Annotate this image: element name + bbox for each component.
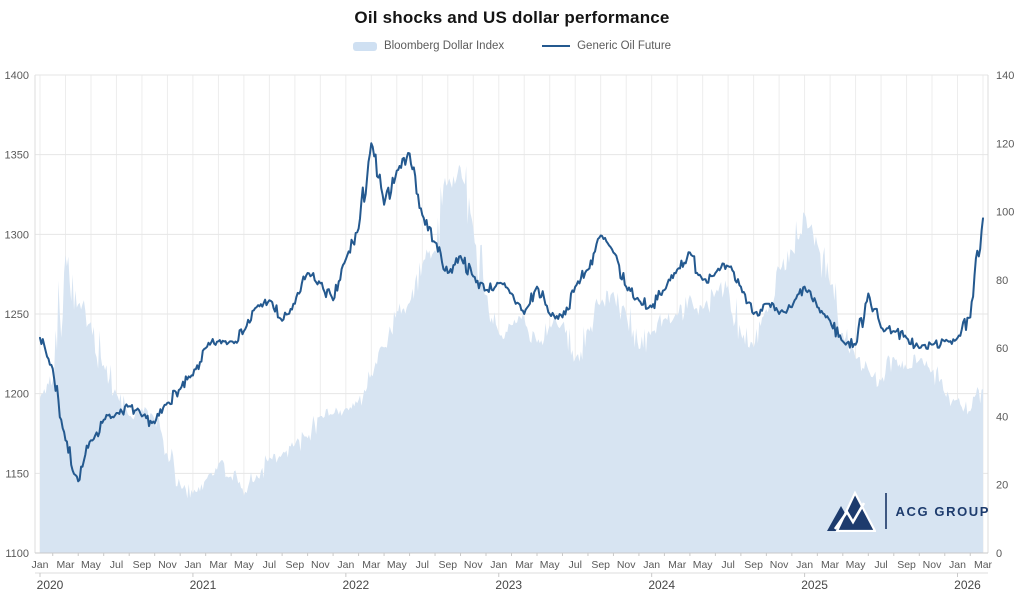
svg-text:2025: 2025 <box>801 578 828 592</box>
svg-text:Sep: Sep <box>591 559 610 571</box>
svg-text:Sep: Sep <box>133 559 152 571</box>
svg-text:May: May <box>540 559 561 571</box>
svg-text:Nov: Nov <box>311 559 330 571</box>
svg-text:1300: 1300 <box>5 229 29 241</box>
legend-label-oil-future: Generic Oil Future <box>577 40 672 52</box>
svg-text:Nov: Nov <box>770 559 789 571</box>
svg-text:1250: 1250 <box>5 309 29 321</box>
svg-text:140: 140 <box>996 70 1014 82</box>
svg-text:Nov: Nov <box>464 559 483 571</box>
svg-text:Nov: Nov <box>158 559 177 571</box>
brand-separator <box>885 493 887 529</box>
svg-text:May: May <box>81 559 102 571</box>
svg-text:Mar: Mar <box>668 559 687 571</box>
svg-text:Jan: Jan <box>949 559 966 571</box>
svg-text:Mar: Mar <box>974 559 993 571</box>
svg-text:Sep: Sep <box>897 559 916 571</box>
svg-text:Mar: Mar <box>362 559 381 571</box>
svg-text:Mar: Mar <box>56 559 75 571</box>
svg-text:Jul: Jul <box>416 559 429 571</box>
legend-label-dollar-index: Bloomberg Dollar Index <box>383 40 505 52</box>
svg-text:Mar: Mar <box>209 559 228 571</box>
svg-text:2023: 2023 <box>495 578 522 592</box>
svg-text:2022: 2022 <box>342 578 369 592</box>
svg-text:Jan: Jan <box>490 559 507 571</box>
svg-text:Sep: Sep <box>286 559 305 571</box>
svg-text:Jul: Jul <box>568 559 581 571</box>
svg-text:Jan: Jan <box>184 559 201 571</box>
svg-text:Sep: Sep <box>744 559 763 571</box>
svg-text:40: 40 <box>996 411 1008 423</box>
svg-text:Jan: Jan <box>32 559 49 571</box>
svg-text:May: May <box>234 559 255 571</box>
svg-text:Jan: Jan <box>643 559 660 571</box>
svg-text:2021: 2021 <box>190 578 217 592</box>
svg-text:1150: 1150 <box>5 468 29 480</box>
svg-text:120: 120 <box>996 138 1014 150</box>
svg-text:May: May <box>693 559 714 571</box>
svg-text:2024: 2024 <box>648 578 675 592</box>
chart-title: Oil shocks and US dollar performance <box>354 8 670 27</box>
area-swatch-icon <box>352 41 377 51</box>
svg-text:Nov: Nov <box>923 559 942 571</box>
svg-text:1100: 1100 <box>5 548 29 560</box>
svg-text:20: 20 <box>996 480 1008 492</box>
line-swatch-icon <box>542 45 571 47</box>
legend-item-oil-future: Generic Oil Future <box>542 40 671 52</box>
svg-text:Nov: Nov <box>617 559 636 571</box>
svg-text:Jan: Jan <box>337 559 354 571</box>
svg-text:60: 60 <box>996 343 1008 355</box>
svg-text:Mar: Mar <box>515 559 534 571</box>
svg-text:Jul: Jul <box>263 559 276 571</box>
svg-text:0: 0 <box>996 548 1002 560</box>
svg-text:Jul: Jul <box>874 559 887 571</box>
svg-text:Jul: Jul <box>110 559 123 571</box>
svg-text:Jan: Jan <box>796 559 813 571</box>
svg-text:Sep: Sep <box>438 559 457 571</box>
brand-name: ACG GROUP <box>895 503 991 519</box>
svg-text:1200: 1200 <box>5 389 29 401</box>
mountain-logo-icon <box>827 490 876 532</box>
svg-text:80: 80 <box>996 275 1008 287</box>
chart-legend: Bloomberg Dollar Index Generic Oil Futur… <box>0 40 1024 52</box>
svg-text:1400: 1400 <box>5 70 29 82</box>
legend-item-dollar-index: Bloomberg Dollar Index <box>352 40 505 52</box>
svg-text:100: 100 <box>996 207 1014 219</box>
svg-text:Jul: Jul <box>721 559 734 571</box>
svg-text:Mar: Mar <box>821 559 840 571</box>
brand-logo: ACG GROUP <box>826 490 990 532</box>
svg-text:2026: 2026 <box>954 578 981 592</box>
svg-text:May: May <box>387 559 408 571</box>
svg-text:1350: 1350 <box>5 150 29 162</box>
svg-text:2020: 2020 <box>37 578 64 592</box>
svg-text:May: May <box>846 559 867 571</box>
